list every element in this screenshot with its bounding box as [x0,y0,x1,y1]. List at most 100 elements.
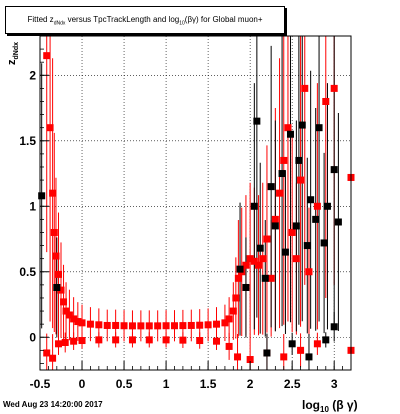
data-point [78,319,86,327]
axis-ticks: -0.5 0 0.5 1 1.5 2 2.5 3 0 0.5 1 1.5 2 [19,35,352,391]
data-point [74,318,82,326]
timestamp: Wed Aug 23 14:20:00 2017 [3,400,103,409]
data-point [242,283,250,291]
data-point [54,340,62,348]
data-point [145,322,153,330]
y-tick-label: 1.5 [19,134,36,148]
data-point [49,189,57,197]
data-point [246,356,254,364]
data-point [330,84,338,92]
data-point [179,322,187,330]
data-point [170,322,178,330]
data-point [103,321,111,329]
data-point [320,239,328,247]
data-point [213,337,221,345]
data-point [250,202,258,210]
data-point [65,311,73,319]
x-axis-label: log10 (β γ) [302,398,358,414]
data-point [313,340,321,348]
title-prefix: Fitted z [27,15,54,24]
title-suffix: (βγ) for Global muon+ [184,15,263,24]
data-point [253,117,261,125]
data-point [261,274,269,282]
data-point [271,222,279,230]
data-point [330,166,338,174]
x-tick-label: 0 [79,377,86,391]
data-point [297,346,305,354]
data-point [70,337,78,345]
data-point [276,189,284,197]
data-point [259,255,267,263]
x-tick-label: 2.5 [284,377,301,391]
data-point [49,354,57,362]
data-point [280,156,288,164]
data-point [62,307,70,315]
data-point [204,321,212,329]
data-point [229,307,237,315]
data-point [263,349,271,357]
data-point [57,286,65,294]
data-point [315,124,323,132]
y-tick-label: 2 [29,68,36,82]
data-point [284,124,292,132]
data-point [112,321,120,329]
x-tick-label: 3 [331,377,338,391]
y-tick-label: 1 [29,199,36,213]
data-point [60,298,68,306]
data-point [267,274,275,282]
data-point [95,336,103,344]
data-point [120,322,128,330]
x-tick-label: 1 [163,377,170,391]
data-point [297,176,305,184]
data-point [234,274,242,282]
data-point [305,268,313,276]
data-point [334,218,342,226]
data-point [242,261,250,269]
data-point [53,283,61,291]
data-point [61,338,69,346]
data-point [213,320,221,328]
data-point [52,252,60,260]
data-point [179,336,187,344]
data-point [263,235,271,243]
data-point [187,321,195,329]
data-point [43,349,51,357]
plot-frame [39,35,352,371]
data-point [246,255,254,263]
data-point [236,265,244,273]
data-point [54,270,62,278]
data-point [322,336,330,344]
data-point [303,242,311,250]
data-point [70,315,78,323]
data-point [250,257,258,265]
data-point [128,336,136,344]
data-point [196,337,204,345]
data-point [288,340,296,348]
data-point [330,323,338,331]
data-point [271,215,279,223]
y-tick-label: 0.5 [19,265,36,279]
x-tick-label: -0.5 [30,377,51,391]
data-point [307,196,315,204]
data-point [221,319,229,327]
data-points [38,52,355,364]
data-point [312,215,320,223]
chart-title: Fitted zdNdx versus TpcTrackLength and l… [5,6,285,34]
data-point [298,121,306,129]
data-point [288,228,296,236]
data-point [295,156,303,164]
data-point [145,336,153,344]
data-point [112,336,120,344]
data-point [292,222,300,230]
data-point [313,202,321,210]
data-point [225,315,233,323]
data-point [322,97,330,105]
title-middle: versus TpcTrackLength and log [65,15,180,24]
data-point [301,84,309,92]
data-point [234,353,242,361]
data-point [38,192,46,200]
data-point [50,228,58,236]
data-point [137,322,145,330]
data-point [78,337,86,345]
data-point [286,130,294,138]
